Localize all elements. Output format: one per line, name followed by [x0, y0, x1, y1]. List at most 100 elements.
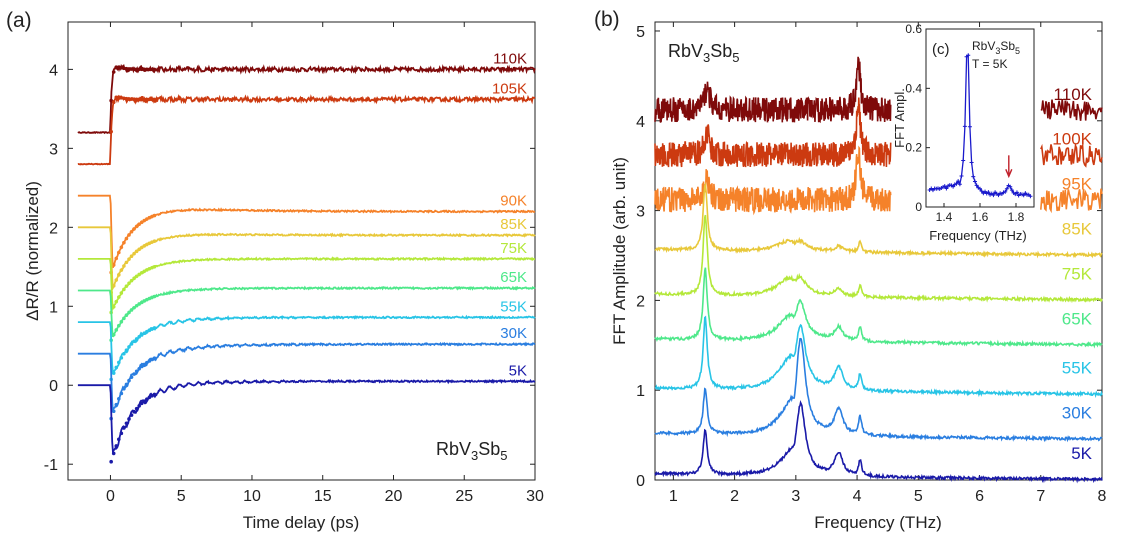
chart-a-point	[111, 70, 116, 74]
chart-a-point	[137, 404, 141, 408]
chart-a-point	[152, 67, 157, 72]
chart-a-point	[132, 67, 136, 71]
chart-b-series-110K-tail	[1040, 99, 1103, 121]
chart-a-point	[111, 333, 116, 337]
chart-a-point	[132, 339, 136, 344]
chart-a-point	[117, 250, 121, 255]
chart-a-point	[111, 451, 116, 456]
chart-b-series-30K	[654, 337, 1103, 443]
chart-a-point	[124, 313, 129, 318]
chart-a-point	[150, 67, 154, 72]
chart-a-ylabel: ΔR/R (normalized)	[23, 181, 42, 321]
chart-a-point	[117, 360, 121, 365]
chart-a-ytick-label: 1	[49, 299, 58, 316]
chart-a-point	[129, 278, 134, 283]
chart-b-series-95K-tail	[1040, 188, 1103, 214]
chart-a-series-90K	[77, 194, 536, 269]
chart-a-point	[147, 67, 152, 72]
chart-a-ytick-label: 2	[49, 220, 58, 237]
chart-c-ytick-label: 0.4	[905, 81, 922, 95]
chart-b-xtick-label: 1	[669, 488, 678, 505]
chart-a-point	[134, 249, 139, 254]
chart-a-point	[117, 323, 121, 328]
chart-a-point	[114, 444, 119, 448]
chart-a-point	[127, 67, 131, 71]
chart-a-point	[137, 272, 141, 277]
chart-b-xtick-label: 6	[975, 488, 984, 505]
chart-c-point	[957, 182, 962, 187]
chart-b-compound-label: RbV3Sb5	[668, 41, 740, 65]
chart-a-point	[145, 67, 149, 72]
chart-a-series-65K	[77, 285, 536, 338]
chart-a-point	[129, 413, 134, 417]
chart-a-xtick-label: 0	[106, 488, 115, 505]
chart-a-point	[129, 375, 134, 379]
chart-a-point	[152, 294, 157, 299]
chart-b-series-95K	[654, 145, 892, 216]
chart-a-point	[122, 287, 126, 292]
chart-a-point	[111, 284, 116, 288]
chart-a-point	[129, 67, 134, 71]
chart-a: 0 5 10 15 20 25 30 -1 0 1 2 3 4 110K 105K 90K 85K 75K 65K…	[23, 21, 544, 532]
chart-a-point	[124, 348, 129, 352]
chart-a-series-label: 90K	[500, 193, 527, 210]
chart-a-point	[127, 97, 131, 101]
chart-a-point	[122, 351, 126, 356]
chart-b-ytick-label: 0	[636, 473, 645, 490]
chart-b-series-5K	[654, 399, 1103, 484]
chart-a-point	[114, 65, 119, 70]
chart-b-series-label: 100K	[1052, 130, 1092, 149]
chart-a-point	[137, 97, 141, 102]
chart-a-point	[114, 299, 119, 304]
chart-a-point	[139, 364, 144, 369]
chart-b-xtick-label: 3	[791, 488, 800, 505]
chart-a-point	[124, 382, 129, 387]
chart-a-series-label: 55K	[500, 298, 527, 315]
chart-a-series-label: 85K	[500, 216, 527, 233]
chart-c-compound-label: RbV3Sb5	[972, 39, 1020, 56]
chart-b-ylabel: FFT Amplitude (arb. unit)	[610, 157, 629, 345]
chart-a-point	[114, 256, 119, 261]
chart-b-xtick-label: 8	[1098, 488, 1107, 505]
chart-a-point	[119, 356, 124, 360]
chart-b-ytick-label: 1	[636, 383, 645, 400]
chart-b-frame	[654, 21, 1103, 481]
chart-a-xlabel: Time delay (ps)	[243, 513, 360, 532]
chart-a-point	[145, 360, 149, 365]
chart-a-point	[109, 98, 113, 103]
chart-c-point	[979, 189, 984, 194]
chart-a-point	[117, 295, 121, 299]
chart-a-point	[119, 431, 124, 436]
chart-a-point	[122, 264, 126, 268]
chart-c-xtick-label: 1.6	[972, 210, 989, 224]
chart-c-point	[962, 124, 967, 129]
chart-a-point	[139, 67, 144, 72]
chart-b-xtick-label: 4	[853, 488, 862, 505]
chart-a-xtick-label: 15	[314, 488, 332, 505]
chart-a-point	[132, 251, 136, 256]
chart-a-point	[132, 97, 136, 102]
chart-a-point	[114, 365, 119, 370]
chart-a-xtick-label: 10	[243, 488, 261, 505]
chart-a-point	[134, 337, 139, 341]
chart-c-point	[978, 186, 982, 191]
chart-a-point	[134, 303, 139, 308]
chart-a-point	[127, 378, 131, 383]
chart-b-series-label: 110K	[1054, 85, 1093, 104]
chart-a-point	[137, 335, 141, 339]
chart-c-point	[959, 173, 964, 178]
chart-a-point	[152, 356, 157, 360]
chart-a-point	[132, 227, 136, 231]
chart-a-series-label: 65K	[500, 269, 527, 286]
chart-a-point	[119, 291, 124, 295]
chart-a-point	[127, 417, 131, 421]
chart-a-point	[119, 268, 124, 272]
chart-c-point	[961, 158, 966, 163]
panel-label-b: (b)	[594, 8, 620, 31]
chart-a-series-label: 30K	[500, 325, 527, 342]
chart-c-point	[944, 186, 949, 191]
chart-a-compound-label: RbV3Sb5	[436, 439, 508, 463]
chart-a-point	[111, 100, 116, 105]
chart-a-point	[152, 213, 157, 218]
